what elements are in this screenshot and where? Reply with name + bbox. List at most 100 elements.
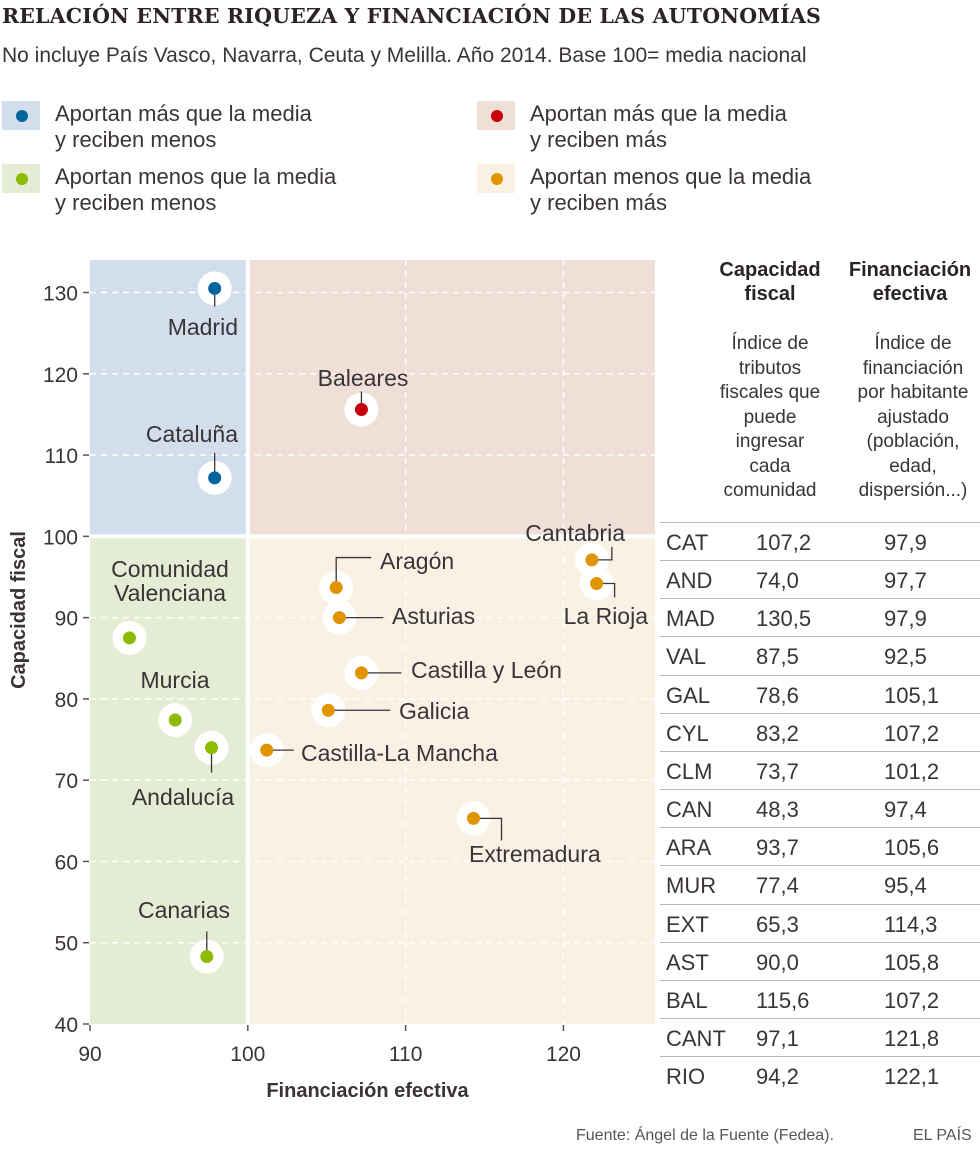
table-row: BAL 115,6 107,2 bbox=[660, 979, 980, 1019]
legend-label: Aportan menos que la media bbox=[55, 164, 337, 189]
table-row: GAL 78,6 105,1 bbox=[660, 674, 980, 714]
y-tick-label: 80 bbox=[55, 689, 78, 712]
financiacion-value: 97,4 bbox=[884, 797, 927, 823]
desc-line: financiación bbox=[862, 357, 964, 379]
financiacion-value: 97,7 bbox=[884, 568, 927, 594]
capacidad-value: 93,7 bbox=[756, 835, 799, 861]
data-point bbox=[122, 631, 136, 645]
capacidad-value: 130,5 bbox=[756, 606, 812, 632]
chart-subtitle: No incluye País Vasco, Navarra, Ceuta y … bbox=[2, 44, 807, 67]
region-code: CLM bbox=[666, 758, 713, 784]
point-label: Madrid bbox=[168, 314, 238, 340]
legend-dot bbox=[16, 110, 28, 122]
region-code: VAL bbox=[666, 644, 706, 670]
data-point bbox=[200, 950, 214, 964]
table-row: CAN 48,3 97,4 bbox=[660, 789, 980, 828]
y-tick-label: 130 bbox=[43, 283, 78, 306]
financiacion-value: 105,8 bbox=[884, 949, 940, 975]
desc-line: dispersión...) bbox=[858, 480, 968, 501]
point-label: Galicia bbox=[399, 698, 470, 724]
data-point bbox=[205, 741, 219, 755]
data-point bbox=[590, 576, 604, 590]
point-label: Andalucía bbox=[132, 784, 235, 810]
region-code: BAL bbox=[666, 987, 708, 1013]
financiacion-value: 107,2 bbox=[884, 720, 940, 746]
point-label: Asturias bbox=[392, 603, 475, 629]
table-row: CYL 83,2 107,2 bbox=[660, 712, 980, 752]
financiacion-value: 107,2 bbox=[884, 987, 940, 1013]
capacidad-value: 97,1 bbox=[756, 1025, 799, 1051]
region-code: CAT bbox=[666, 530, 709, 555]
label-line: Valenciana bbox=[114, 580, 226, 606]
point-label: Murcia bbox=[140, 667, 209, 693]
y-tick-label: 40 bbox=[55, 1014, 78, 1037]
legend-label: y reciben menos bbox=[55, 127, 217, 152]
table-row: RIO 94,2 122,1 bbox=[660, 1056, 980, 1095]
region-code: CYL bbox=[666, 720, 709, 746]
region-code: AND bbox=[666, 568, 713, 594]
capacidad-value: 48,3 bbox=[756, 797, 799, 823]
x-tick-label: 100 bbox=[230, 1043, 265, 1066]
header-line: fiscal bbox=[744, 283, 796, 305]
capacidad-value: 90,0 bbox=[756, 949, 799, 975]
legend-dot bbox=[491, 173, 503, 185]
region-code: GAL bbox=[666, 682, 711, 708]
financiacion-value: 97,9 bbox=[884, 606, 927, 632]
point-label: Canarias bbox=[138, 897, 230, 923]
desc-line: tributos bbox=[738, 357, 802, 379]
capacidad-value: 94,2 bbox=[756, 1064, 799, 1090]
brand-logo: EL PAÍS bbox=[913, 1127, 972, 1144]
financiacion-value: 121,8 bbox=[884, 1025, 940, 1051]
point-label: Extremadura bbox=[469, 841, 601, 867]
table-desc-financiacion: Índice de financiación por habitante ajusta… bbox=[843, 332, 980, 504]
table-row: CANT 97,1 121,8 bbox=[660, 1017, 980, 1057]
financiacion-value: 105,1 bbox=[884, 682, 940, 708]
label-line: Comunidad bbox=[111, 556, 229, 582]
region-code: MUR bbox=[666, 873, 717, 899]
data-point bbox=[208, 471, 222, 485]
table-header-financiacion: Financiación efectiva bbox=[838, 258, 980, 306]
region-code: CANT bbox=[666, 1025, 726, 1051]
data-point bbox=[329, 581, 343, 595]
region-code: AST bbox=[666, 949, 709, 975]
desc-line: fiscales que bbox=[719, 382, 821, 403]
point-label: Comunidad Valenciana bbox=[111, 556, 229, 606]
point-label: Cantabria bbox=[525, 520, 625, 546]
financiacion-value: 114,3 bbox=[884, 911, 938, 937]
capacidad-value: 107,2 bbox=[756, 530, 812, 555]
point-label: La Rioja bbox=[564, 603, 649, 629]
capacidad-value: 73,7 bbox=[756, 758, 799, 784]
header-line: Financiación bbox=[848, 259, 972, 281]
legend-swatch bbox=[2, 164, 40, 193]
desc-line: Índice de bbox=[874, 333, 952, 354]
capacidad-value: 65,3 bbox=[756, 911, 799, 937]
capacidad-value: 74,0 bbox=[756, 568, 799, 594]
financiacion-value: 95,4 bbox=[884, 873, 927, 899]
y-tick-label: 60 bbox=[55, 851, 78, 874]
financiacion-value: 97,9 bbox=[884, 530, 927, 555]
legend-swatch bbox=[477, 164, 515, 193]
legend-label: y reciben menos bbox=[55, 190, 217, 215]
header-line: Capacidad bbox=[719, 259, 821, 281]
legend-item-less-less: Aportan menos que la media y reciben men… bbox=[2, 164, 337, 216]
region-code: ARA bbox=[666, 835, 712, 861]
desc-line: ingresar bbox=[735, 431, 805, 452]
point-label: Castilla y León bbox=[411, 657, 562, 683]
desc-line: ajustado bbox=[877, 406, 949, 428]
capacidad-value: 87,5 bbox=[756, 644, 799, 670]
table-row: MUR 77,4 95,4 bbox=[660, 865, 980, 904]
desc-line: edad, bbox=[889, 455, 937, 477]
table-desc-capacidad: Índice de tributos fiscales que puede ingres… bbox=[705, 332, 835, 504]
capacidad-value: 115,6 bbox=[756, 987, 810, 1013]
y-tick-label: 110 bbox=[45, 445, 78, 468]
table-row: ARA 93,7 105,6 bbox=[660, 827, 980, 866]
desc-line: puede bbox=[743, 406, 797, 428]
data-point bbox=[208, 281, 222, 295]
region-code: CAN bbox=[666, 797, 713, 823]
data-point bbox=[332, 611, 346, 625]
quadrant-more-more bbox=[247, 260, 655, 537]
data-point bbox=[260, 743, 274, 757]
table-row: CAT 107,2 97,9 bbox=[660, 522, 980, 561]
legend-swatch bbox=[477, 101, 515, 130]
